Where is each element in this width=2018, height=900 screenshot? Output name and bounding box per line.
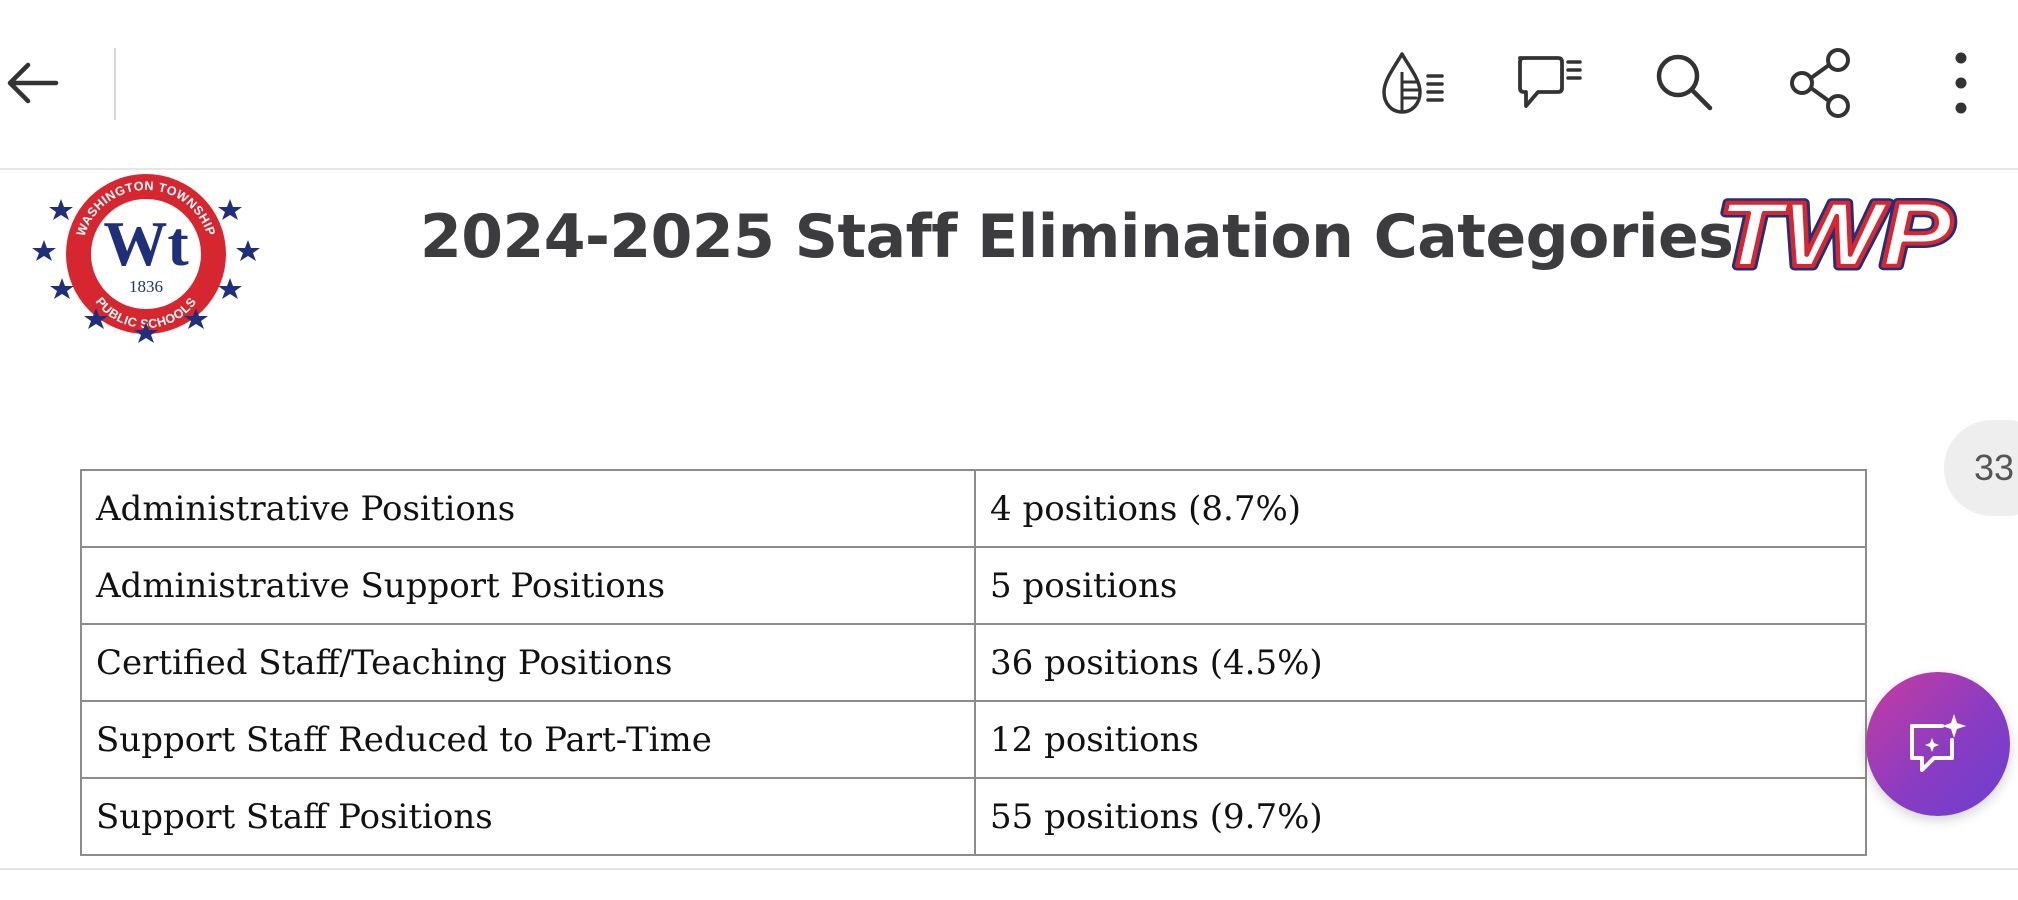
table-row: Support Staff Reduced to Part-Time 12 pos…	[80, 700, 1867, 779]
svg-text:TWP: TWP	[1718, 184, 1953, 286]
search-icon	[1656, 54, 1713, 111]
count-cell: 4 positions (8.7%)	[974, 469, 1867, 548]
category-cell: Administrative Support Positions	[80, 546, 976, 625]
staff-elimination-table: Administrative Positions 4 positions (8.7…	[80, 469, 1867, 856]
count-cell: 5 positions	[974, 546, 1867, 625]
category-cell: Support Staff Positions	[80, 777, 976, 856]
toolbar-divider	[114, 48, 116, 120]
read-aloud-button[interactable]	[1368, 38, 1458, 128]
share-icon	[1790, 48, 1850, 118]
table-row: Certified Staff/Teaching Positions 36 pos…	[80, 623, 1867, 702]
category-cell: Administrative Positions	[80, 469, 976, 548]
ai-assistant-button[interactable]	[1866, 672, 2010, 816]
washington-township-seal-logo: WASHINGTON TOWNSHIP PUBLIC SCHOOLS Wt 18…	[32, 174, 260, 343]
comment-icon	[1518, 56, 1582, 108]
comments-button[interactable]	[1504, 38, 1594, 128]
category-cell: Certified Staff/Teaching Positions	[80, 623, 976, 702]
table-row: Administrative Positions 4 positions (8.7…	[80, 469, 1867, 548]
read-aloud-icon	[1382, 52, 1444, 114]
svg-text:Wt: Wt	[103, 208, 189, 279]
more-options-button[interactable]	[1916, 38, 2006, 128]
share-button[interactable]	[1778, 38, 1868, 128]
document-title: 2024-2025 Staff Elimination Categories	[420, 202, 1734, 272]
more-vertical-icon	[1955, 52, 1967, 114]
ai-chat-sparkle-icon	[1910, 714, 1966, 772]
top-toolbar	[0, 0, 2018, 170]
document-page: WASHINGTON TOWNSHIP PUBLIC SCHOOLS Wt 18…	[0, 170, 2018, 870]
category-cell: Support Staff Reduced to Part-Time	[80, 700, 976, 779]
count-cell: 55 positions (9.7%)	[974, 777, 1867, 856]
table-row: Administrative Support Positions 5 positi…	[80, 546, 1867, 625]
count-cell: 12 positions	[974, 700, 1867, 779]
page-bottom-divider	[0, 868, 2018, 870]
table-row: Support Staff Positions 55 positions (9.7…	[80, 777, 1867, 856]
svg-text:1836: 1836	[129, 277, 163, 296]
twp-logo: TWP TWP	[1714, 180, 1958, 289]
count-cell: 36 positions (4.5%)	[974, 623, 1867, 702]
page-number-badge: 33	[1944, 420, 2018, 516]
back-arrow-icon	[7, 62, 59, 104]
svg-text:TWP: TWP	[1718, 184, 1953, 286]
search-button[interactable]	[1640, 38, 1730, 128]
back-button[interactable]	[0, 38, 80, 128]
